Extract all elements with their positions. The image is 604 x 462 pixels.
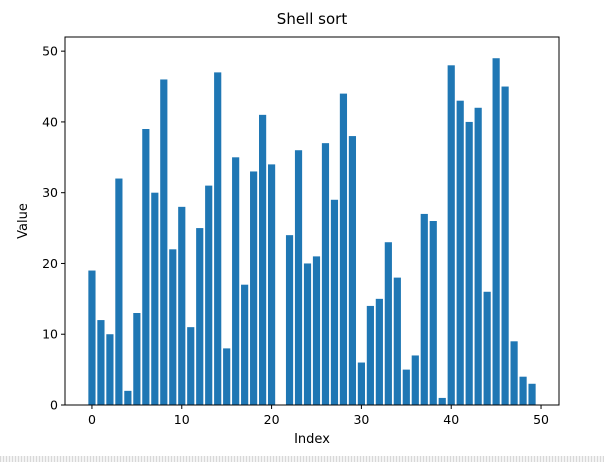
bar — [187, 327, 195, 405]
bar — [259, 114, 267, 405]
bar — [501, 86, 509, 406]
bottom-border-strip — [0, 456, 604, 462]
bar — [528, 383, 536, 405]
bar — [348, 136, 357, 406]
bar-series — [88, 58, 536, 406]
y-axis-label: Value — [16, 203, 31, 239]
bar — [285, 235, 294, 405]
bar — [142, 129, 150, 405]
x-axis-ticks: 0 10 20 30 40 50 — [88, 405, 549, 427]
bar — [88, 270, 96, 405]
bar — [223, 348, 231, 405]
x-axis-label: Index — [294, 432, 330, 447]
y-tick-label: 40 — [42, 114, 58, 129]
y-tick-label: 30 — [42, 185, 58, 200]
bar — [330, 199, 339, 405]
x-tick-label: 20 — [264, 412, 280, 427]
bar — [510, 341, 518, 405]
bar — [205, 185, 213, 405]
bar — [312, 256, 321, 405]
x-tick-label: 10 — [174, 412, 190, 427]
bar — [375, 298, 383, 405]
x-tick-label: 40 — [443, 412, 459, 427]
chart-title: Shell sort — [277, 10, 348, 28]
bar — [303, 263, 312, 405]
bar — [133, 313, 141, 405]
bar — [393, 277, 401, 405]
x-tick-label: 50 — [533, 412, 549, 427]
x-tick-label: 0 — [88, 412, 96, 427]
bar — [214, 72, 222, 405]
bar — [106, 334, 114, 405]
bar — [519, 376, 527, 405]
plot-frame — [64, 36, 560, 406]
x-tick-label: 30 — [353, 412, 369, 427]
y-tick-label: 50 — [42, 44, 58, 59]
bar — [232, 157, 240, 405]
bar — [465, 121, 473, 405]
bar — [241, 284, 249, 405]
bar — [447, 65, 455, 406]
bar — [124, 390, 132, 405]
y-tick-label: 10 — [42, 327, 58, 342]
bar — [250, 171, 258, 405]
bar — [151, 192, 159, 405]
bar — [160, 79, 168, 405]
bar — [483, 291, 491, 405]
bar — [366, 305, 374, 405]
bar — [384, 242, 392, 405]
bar — [357, 362, 365, 405]
bar — [474, 107, 482, 406]
bar — [402, 369, 410, 405]
bar — [411, 355, 419, 405]
bar — [97, 320, 105, 405]
bar — [178, 206, 186, 405]
bar — [456, 100, 464, 405]
bar — [169, 249, 177, 405]
bar — [438, 397, 446, 405]
bar — [267, 164, 276, 405]
y-axis-ticks: 0 10 20 30 40 50 — [42, 44, 65, 413]
bar — [115, 178, 123, 405]
y-tick-label: 0 — [50, 398, 58, 413]
y-tick-label: 20 — [42, 256, 58, 271]
bar — [420, 213, 428, 405]
bar — [339, 93, 348, 405]
bar — [196, 228, 204, 405]
bar — [429, 221, 437, 405]
bar — [294, 150, 303, 405]
bar — [492, 58, 500, 405]
bar — [321, 143, 330, 405]
